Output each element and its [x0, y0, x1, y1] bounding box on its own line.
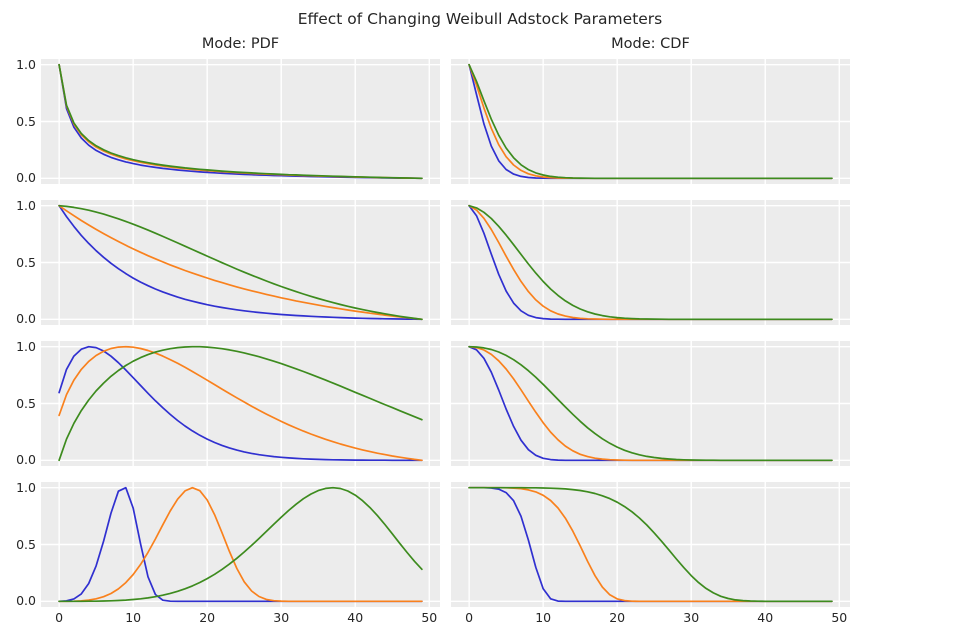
y-tick-label: 0.5 — [16, 536, 36, 552]
y-tick-label: 0.5 — [16, 113, 36, 129]
series-line-green-pdf-row1 — [58, 63, 423, 180]
column-title-pdf: Mode: PDF — [201, 36, 280, 52]
subplot-canvas-cdf-row2 — [451, 200, 850, 325]
subplot-row3-pdf — [41, 341, 440, 466]
series-line-blue-pdf-row2 — [58, 204, 423, 321]
series-line-blue-pdf-row3 — [58, 345, 423, 462]
series-line-orange-pdf-row4 — [58, 486, 423, 603]
x-tick-label: 0 — [55, 610, 64, 625]
x-tick-label: 20 — [199, 610, 216, 625]
series-line-green-cdf-row4 — [468, 486, 833, 603]
figure-title: Effect of Changing Weibull Adstock Param… — [297, 10, 663, 28]
series-line-green-cdf-row2 — [468, 204, 833, 321]
subplot-canvas-cdf-row3 — [451, 341, 850, 466]
subplot-row3-cdf — [451, 341, 850, 466]
subplot-row2-cdf — [451, 200, 850, 325]
x-tick-label: 20 — [609, 610, 626, 625]
column-title-cdf: Mode: CDF — [611, 36, 690, 52]
x-tick-label: 10 — [535, 610, 552, 625]
series-line-orange-pdf-row2 — [58, 204, 423, 321]
subplot-canvas-pdf-row2 — [41, 200, 440, 325]
subplot-canvas-pdf-row4 — [41, 482, 440, 607]
y-tick-label: 1.0 — [16, 338, 36, 354]
x-tick-label: 0 — [465, 610, 474, 625]
series-line-green-cdf-row3 — [468, 345, 833, 462]
x-tick-label: 40 — [347, 610, 364, 625]
y-tick-label: 0.5 — [16, 254, 36, 270]
subplot-canvas-cdf-row4 — [451, 482, 850, 607]
x-tick-label: 30 — [683, 610, 700, 625]
y-tick-label: 1.0 — [16, 197, 36, 213]
x-tick-label: 50 — [421, 610, 438, 625]
subplot-row1-pdf — [41, 59, 440, 184]
series-line-green-cdf-row1 — [468, 63, 833, 180]
subplot-row2-pdf — [41, 200, 440, 325]
series-line-green-pdf-row4 — [58, 486, 423, 603]
y-tick-label: 0.0 — [16, 593, 36, 609]
y-tick-label: 1.0 — [16, 479, 36, 495]
subplot-canvas-pdf-row1 — [41, 59, 440, 184]
y-tick-label: 0.5 — [16, 395, 36, 411]
y-tick-label: 0.0 — [16, 311, 36, 327]
y-tick-label: 1.0 — [16, 56, 36, 72]
y-tick-label: 0.0 — [16, 170, 36, 186]
subplot-canvas-pdf-row3 — [41, 341, 440, 466]
x-tick-label: 30 — [273, 610, 290, 625]
x-tick-label: 40 — [757, 610, 774, 625]
subplot-row4-cdf — [451, 482, 850, 607]
subplot-canvas-cdf-row1 — [451, 59, 850, 184]
subplot-row1-cdf — [451, 59, 850, 184]
x-tick-label: 50 — [831, 610, 848, 625]
y-tick-label: 0.0 — [16, 452, 36, 468]
x-tick-label: 10 — [125, 610, 142, 625]
series-line-green-pdf-row3 — [58, 345, 423, 462]
series-line-green-pdf-row2 — [58, 204, 423, 321]
series-line-orange-pdf-row3 — [58, 345, 423, 462]
subplot-row4-pdf — [41, 482, 440, 607]
